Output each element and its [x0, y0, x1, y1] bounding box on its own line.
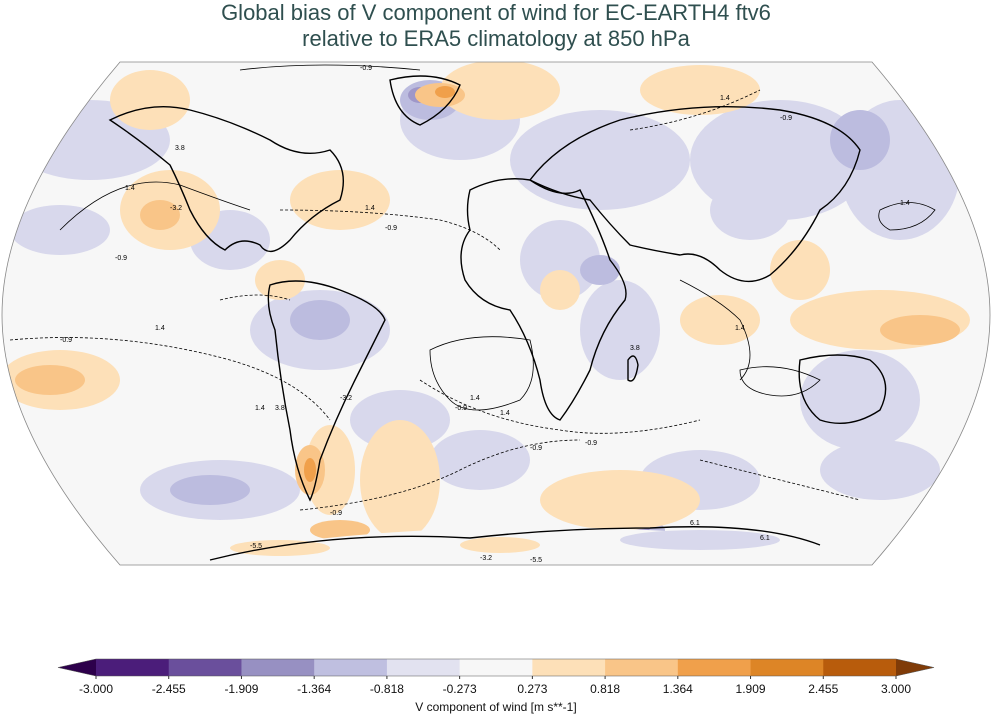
- contour-label: 1.4: [470, 395, 480, 402]
- contour-label: -0.9: [115, 255, 127, 262]
- contour-label: 1.4: [720, 95, 730, 102]
- contour-labels: 1.4 -0.9 1.4 -0.9 3.8 -3.2 1.4 -0.9 1.4 …: [60, 65, 910, 564]
- contour-label: 1.4: [365, 205, 375, 212]
- colorbar-tick-label: 0.273: [517, 682, 548, 696]
- colorbar-tick-label: -1.909: [224, 682, 259, 696]
- contour-label: 1.4: [900, 200, 910, 207]
- chart-title-line-2: relative to ERA5 climatology at 850 hPa: [302, 26, 690, 51]
- bias-field: 1.4 -0.9 1.4 -0.9 3.8 -3.2 1.4 -0.9 1.4 …: [2, 62, 970, 565]
- colorbar-over-arrow: [896, 659, 934, 676]
- colorbar-segment: [532, 659, 606, 676]
- contour-label: -0.9: [585, 440, 597, 447]
- colorbar-segment: [750, 659, 824, 676]
- colorbar-tick-label: 2.455: [808, 682, 839, 696]
- contour-label: -5.5: [530, 557, 542, 564]
- contour-label: -0.9: [330, 510, 342, 517]
- globe-outline: [1, 61, 991, 566]
- contour-label: -0.9: [385, 225, 397, 232]
- chart-title-line-1: Global bias of V component of wind for E…: [221, 0, 771, 25]
- colorbar-tick-label: 0.818: [590, 682, 621, 696]
- contour-label: 1.4: [255, 405, 265, 412]
- contour-label: 6.1: [690, 520, 700, 527]
- contour-label: -3.2: [170, 205, 182, 212]
- contour-label: 1.4: [155, 325, 165, 332]
- colorbar-segment: [241, 659, 315, 676]
- contour-label: -0.9: [780, 115, 792, 122]
- colorbar-label: V component of wind [m s**-1]: [415, 700, 577, 714]
- colorbar-tick-label: -1.364: [297, 682, 332, 696]
- contour-label: 3.8: [275, 405, 285, 412]
- colorbar-tick-label: 1.909: [735, 682, 766, 696]
- contour-label: 3.8: [175, 145, 185, 152]
- colorbar-segment: [823, 659, 897, 676]
- contour-label: 6.1: [760, 535, 770, 542]
- colorbar-segment: [677, 659, 752, 676]
- colorbar-tick-label: -0.818: [369, 682, 404, 696]
- contour-label: 3.8: [630, 345, 640, 352]
- colorbar-segment: [96, 659, 170, 676]
- colorbar-under-arrow: [58, 659, 96, 676]
- colorbar-segment: [605, 659, 679, 676]
- contour-label: 1.4: [500, 410, 510, 417]
- contour-label: -3.2: [340, 395, 352, 402]
- contour-label: -5.5: [250, 543, 262, 550]
- contour-label: -0.9: [60, 337, 72, 344]
- contour-label: -3.2: [480, 555, 492, 562]
- contour-label: -0.9: [530, 445, 542, 452]
- colorbar-tick-label: 3.000: [880, 682, 912, 696]
- contour-label: 1.4: [735, 325, 745, 332]
- contour-label: -0.9: [455, 405, 467, 412]
- colorbar-tick-label: -0.273: [442, 682, 477, 696]
- colorbar-segment: [168, 659, 242, 676]
- coastlines: [108, 75, 887, 561]
- contours: [9, 64, 936, 511]
- colorbar: [57, 658, 935, 679]
- colorbar-tick-label: -3.000: [78, 682, 114, 696]
- colorbar-segment: [314, 659, 388, 676]
- contour-label: 1.4: [125, 185, 135, 192]
- colorbar-segment: [386, 659, 461, 676]
- colorbar-tick-label: -2.455: [151, 682, 186, 696]
- colorbar-segment: [459, 659, 533, 676]
- colorbar-tick-label: 1.364: [662, 682, 693, 696]
- contour-label: -0.9: [360, 65, 372, 72]
